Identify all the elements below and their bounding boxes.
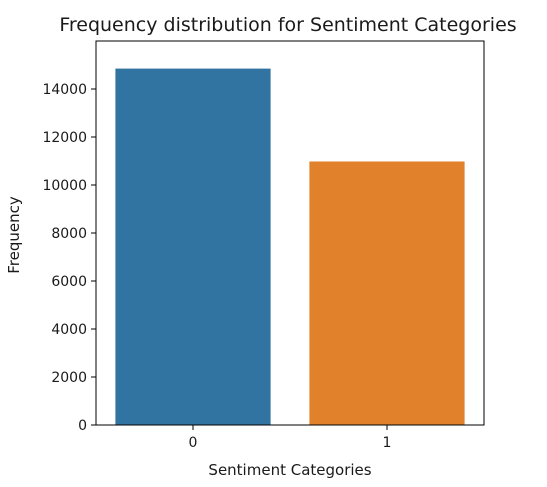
chart-title: Frequency distribution for Sentiment Cat…: [59, 14, 516, 36]
bar-0: [115, 68, 271, 425]
y-tick-label: 8000: [51, 226, 87, 242]
bars-layer: [115, 68, 465, 426]
y-tick-label: 0: [78, 418, 87, 434]
y-tick-label: 14000: [42, 82, 87, 98]
y-tick-label: 2000: [51, 370, 87, 386]
x-axis-label: Sentiment Categories: [208, 461, 371, 479]
x-tick-label: 0: [189, 435, 198, 451]
y-tick-label: 4000: [51, 322, 87, 338]
x-tick-label: 1: [383, 435, 392, 451]
bar-1: [309, 161, 465, 426]
y-axis-label: Frequency: [5, 196, 23, 274]
y-tick-label: 12000: [42, 130, 87, 146]
y-tick-label: 6000: [51, 274, 87, 290]
y-tick-label: 10000: [42, 178, 87, 194]
y-axis: 0 2000 4000 6000 8000 10000 12000 14000: [42, 82, 96, 434]
